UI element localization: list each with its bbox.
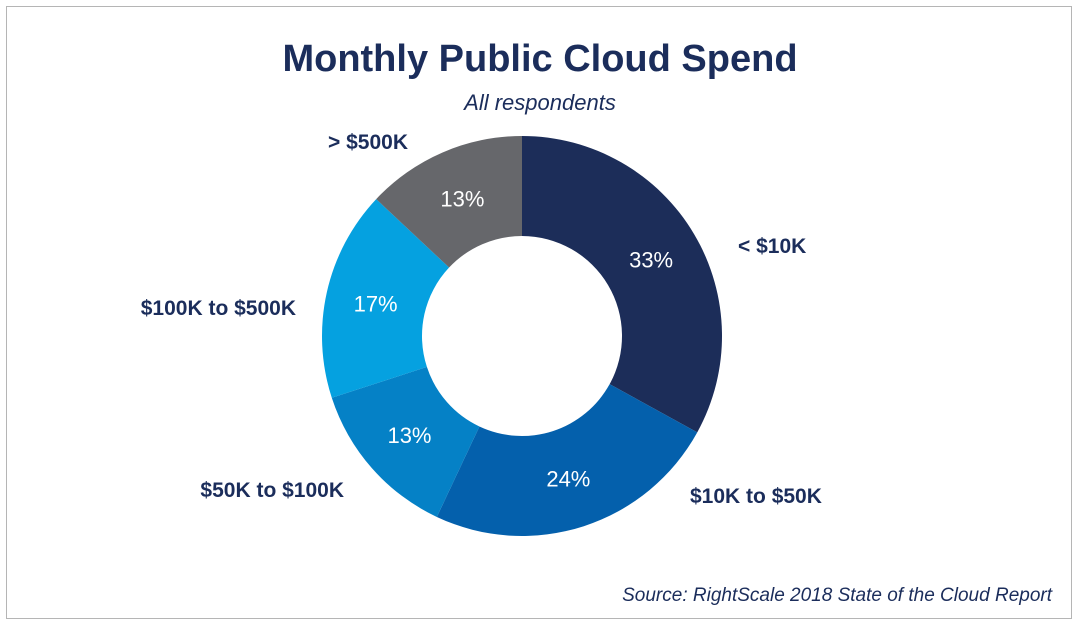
donut-slice: [331, 366, 480, 517]
slice-category-label: $100K to $500K: [141, 297, 296, 320]
slice-percent-label: 33%: [629, 248, 673, 273]
chart-title: Monthly Public Cloud Spend: [282, 38, 798, 80]
chart-subtitle: All respondents: [464, 90, 616, 115]
slice-percent-label: 13%: [440, 186, 484, 211]
donut-slice: [436, 384, 698, 536]
slice-percent-label: 17%: [354, 291, 398, 316]
chart-frame: [6, 6, 1072, 619]
donut-slice: [522, 136, 722, 433]
slice-category-label: < $10K: [738, 235, 806, 258]
slice-category-label: > $500K: [328, 131, 408, 154]
slice-percent-label: 13%: [387, 423, 431, 448]
donut-slice: [376, 136, 522, 268]
donut-slice: [322, 199, 450, 398]
source-note: Source: RightScale 2018 State of the Clo…: [622, 585, 1052, 606]
slice-percent-label: 24%: [546, 467, 590, 492]
slice-category-label: $50K to $100K: [200, 479, 344, 502]
slice-category-label: $10K to $50K: [690, 485, 822, 508]
